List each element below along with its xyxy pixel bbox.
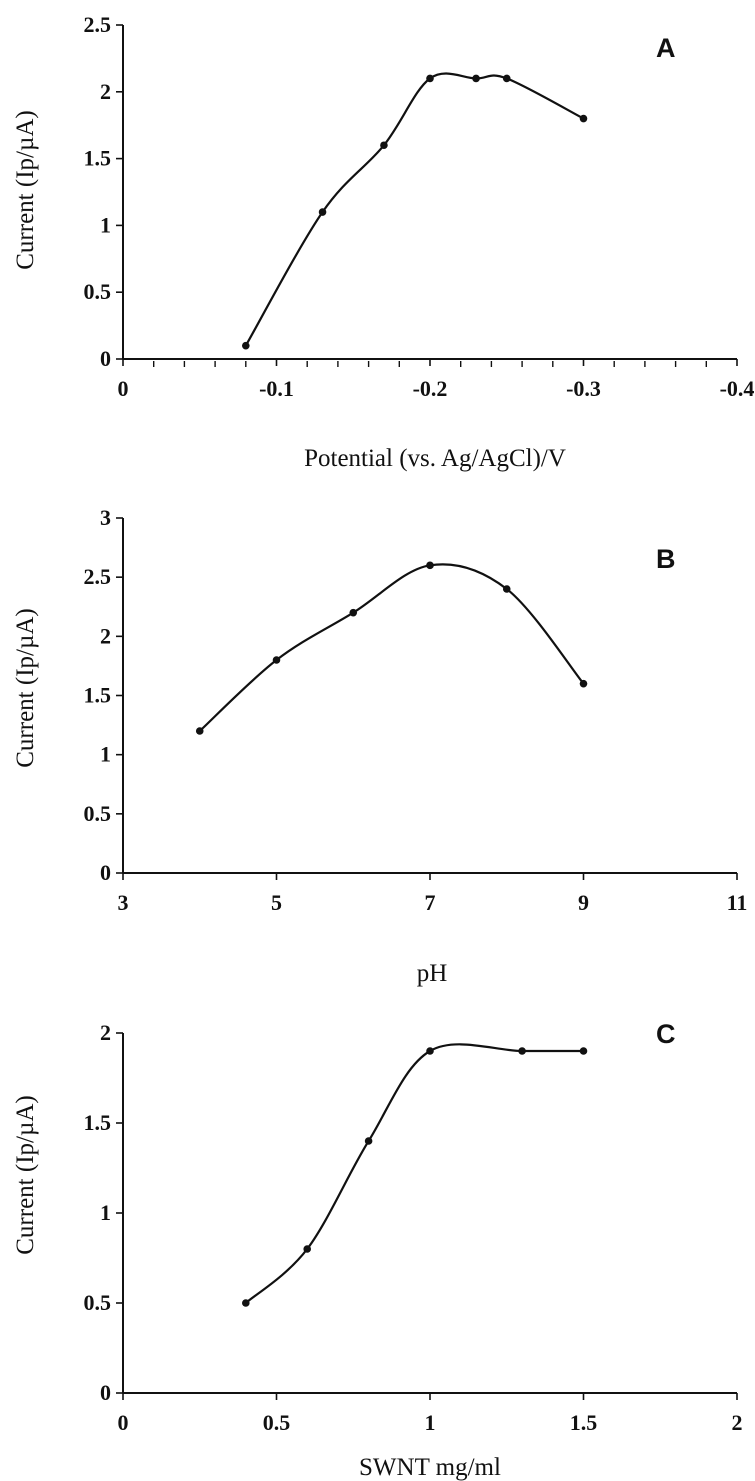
panel-c-ticks: 0 0.5 1 1.5 2 0 0.5 1 1.5 2 bbox=[84, 1020, 743, 1435]
panel-a-xlabel: Potential (vs. Ag/AgCl)/V bbox=[304, 445, 566, 472]
panel-a-ytick-label: 1 bbox=[100, 212, 111, 237]
panel-b-ytick-label: 1 bbox=[100, 742, 111, 767]
panel-a-data-point bbox=[380, 141, 388, 150]
panel-a-xtick-label: -0.4 bbox=[720, 376, 755, 401]
panel-b-data-point bbox=[426, 561, 434, 570]
panel-c-data-point bbox=[518, 1047, 526, 1055]
panel-a-xtick-label: 0 bbox=[118, 376, 129, 401]
panel-b-series-line bbox=[199, 563, 585, 732]
panel-b-ytick-label: 0 bbox=[100, 860, 111, 885]
panel-c-data-point bbox=[303, 1245, 312, 1253]
panel-c-series-line bbox=[245, 1043, 584, 1304]
panel-c-ytick-label: 1.5 bbox=[84, 1110, 112, 1135]
panel-c-xtick-label: 2 bbox=[732, 1410, 743, 1435]
panel-c-ytick-label: 2 bbox=[100, 1020, 111, 1045]
panel-a-ytick-label: 2 bbox=[100, 79, 111, 104]
panel-b-ticks: 0 0.5 1 1.5 2 2.5 3 3 5 7 9 11 bbox=[84, 505, 748, 915]
panel-a-ylabel: Current (Ip/µA) bbox=[12, 110, 39, 270]
panel-c-xtick-label: 1 bbox=[425, 1410, 436, 1435]
panel-c-label: C bbox=[656, 1019, 676, 1049]
panel-a-data-point bbox=[502, 74, 511, 83]
panel-a-data-point bbox=[472, 74, 480, 83]
panel-b-xtick-label: 5 bbox=[271, 890, 282, 915]
panel-c-data-point bbox=[579, 1047, 588, 1055]
panel-a-data-point bbox=[579, 114, 588, 123]
panel-c-data-point bbox=[242, 1299, 250, 1307]
panel-c: 0 0.5 1 1.5 2 0 0.5 1 1.5 2 C SWNT mg/ml Current … bbox=[12, 1019, 743, 1481]
panel-a-xtick-label: -0.2 bbox=[413, 376, 448, 401]
panel-b-ytick-label: 0.5 bbox=[84, 801, 112, 826]
panel-b-label: B bbox=[656, 544, 676, 574]
panel-b-series bbox=[195, 561, 588, 735]
panel-a-xtick-label: -0.3 bbox=[566, 376, 601, 401]
panel-c-axes bbox=[122, 1033, 737, 1394]
panel-b-xtick-label: 7 bbox=[425, 890, 436, 915]
panel-b-data-point bbox=[272, 656, 281, 664]
panel-b-xtick-label: 9 bbox=[578, 890, 589, 915]
panel-b-ylabel: Current (Ip/µA) bbox=[12, 608, 39, 768]
panel-a-ytick-label: 1.5 bbox=[84, 146, 112, 171]
panel-c-xlabel: SWNT mg/ml bbox=[359, 1454, 501, 1481]
panel-c-ylabel: Current (Ip/µA) bbox=[12, 1095, 39, 1255]
panel-b-ytick-label: 2.5 bbox=[84, 564, 112, 589]
panel-c-series bbox=[242, 1043, 588, 1307]
panel-b-data-point bbox=[349, 608, 358, 617]
panel-b-xtick-label: 11 bbox=[727, 890, 748, 915]
panel-a-ytick-label: 0 bbox=[100, 346, 111, 371]
panel-c-data-point bbox=[364, 1137, 373, 1145]
panel-c-xtick-label: 1.5 bbox=[570, 1410, 598, 1435]
panel-b-ytick-label: 1.5 bbox=[84, 683, 112, 708]
panel-a-ytick-label: 0.5 bbox=[84, 279, 112, 304]
panel-b-xlabel: pH bbox=[417, 960, 448, 987]
panel-c-xtick-label: 0 bbox=[118, 1410, 129, 1435]
panel-a-label: A bbox=[656, 33, 676, 63]
panel-a-ytick-label: 2.5 bbox=[84, 12, 112, 37]
panel-a: 0 0.5 1 1.5 2 2.5 0 -0.1 -0.2 -0.3 -0.4 A Potentia… bbox=[12, 12, 754, 472]
panel-c-ytick-label: 1 bbox=[100, 1200, 111, 1225]
panel-b-xtick-label: 3 bbox=[118, 890, 129, 915]
panel-a-xtick-label: -0.1 bbox=[259, 376, 294, 401]
panel-c-ytick-label: 0.5 bbox=[84, 1290, 112, 1315]
panel-b-data-point bbox=[579, 679, 588, 688]
panel-b: 0 0.5 1 1.5 2 2.5 3 3 5 7 9 11 B pH Current (Ip/µA) bbox=[12, 505, 747, 987]
panel-b-axes bbox=[122, 518, 737, 874]
panel-a-series-line bbox=[244, 72, 585, 347]
panel-a-data-point bbox=[426, 74, 434, 83]
panel-a-ticks: 0 0.5 1 1.5 2 2.5 0 -0.1 -0.2 -0.3 -0.4 bbox=[84, 12, 755, 401]
panel-a-data-point bbox=[242, 341, 250, 350]
panel-c-ytick-label: 0 bbox=[100, 1380, 111, 1405]
panel-c-data-point bbox=[426, 1047, 434, 1055]
panel-b-ytick-label: 2 bbox=[100, 623, 111, 648]
panel-a-data-point bbox=[318, 208, 327, 216]
panel-b-data-point bbox=[502, 585, 511, 593]
panel-c-xtick-label: 0.5 bbox=[263, 1410, 291, 1435]
panel-a-series bbox=[242, 72, 588, 350]
panel-b-data-point bbox=[195, 727, 204, 735]
panel-b-ytick-label: 3 bbox=[100, 505, 111, 530]
